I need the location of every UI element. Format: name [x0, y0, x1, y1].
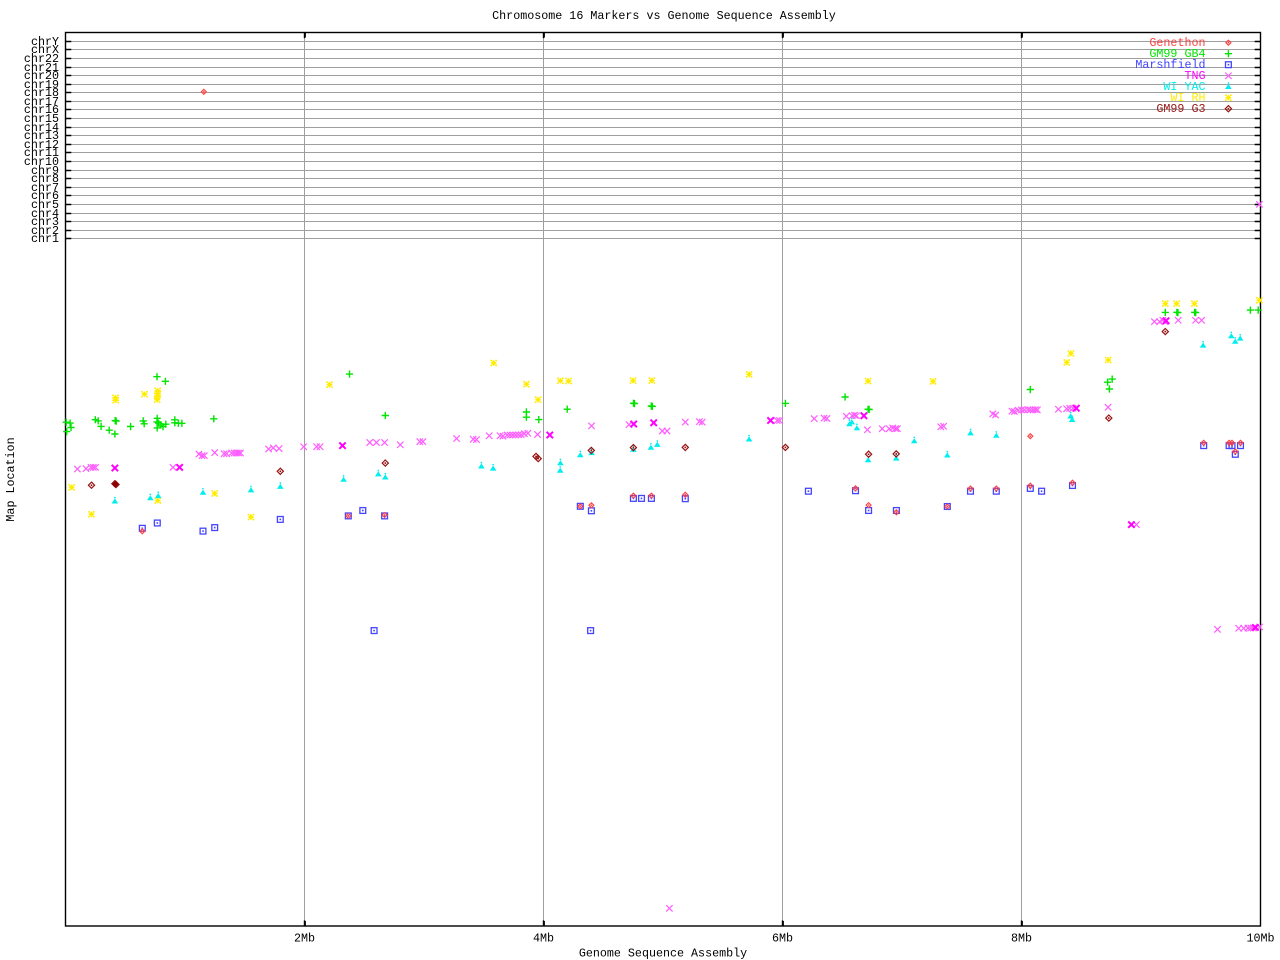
svg-text:chr10: chr10: [24, 155, 59, 169]
svg-text:TNG: TNG: [1184, 69, 1205, 83]
svg-text:chr1: chr1: [31, 232, 59, 246]
svg-text:chr18: chr18: [24, 86, 59, 100]
svg-text:2Mb: 2Mb: [294, 931, 315, 945]
svg-text:chr12: chr12: [24, 138, 59, 152]
svg-text:chr4: chr4: [31, 207, 59, 221]
svg-text:4Mb: 4Mb: [533, 931, 554, 945]
svg-text:WI YAC: WI YAC: [1163, 80, 1205, 94]
svg-text:chr5: chr5: [31, 198, 59, 212]
svg-text:chrY: chrY: [31, 35, 59, 49]
svg-text:GM99 G3: GM99 G3: [1156, 102, 1205, 116]
svg-text:chr11: chr11: [24, 146, 59, 160]
svg-text:Genome Sequence Assembly: Genome Sequence Assembly: [579, 946, 747, 960]
svg-text:chrX: chrX: [31, 43, 59, 57]
svg-text:chr9: chr9: [31, 164, 59, 178]
svg-text:8Mb: 8Mb: [1011, 931, 1032, 945]
svg-text:chr19: chr19: [24, 78, 59, 92]
svg-text:Chromosome 16 Markers vs Genom: Chromosome 16 Markers vs Genome Sequence…: [492, 9, 836, 23]
svg-text:chr3: chr3: [31, 215, 59, 229]
svg-text:chr2: chr2: [31, 224, 59, 238]
svg-text:chr8: chr8: [31, 172, 59, 186]
svg-text:chr21: chr21: [24, 61, 59, 75]
svg-text:6Mb: 6Mb: [772, 931, 793, 945]
svg-text:chr14: chr14: [24, 121, 59, 135]
svg-text:Map Location: Map Location: [4, 437, 18, 521]
svg-text:chr20: chr20: [24, 69, 59, 83]
svg-text:Genethon: Genethon: [1149, 36, 1205, 50]
svg-text:chr6: chr6: [31, 189, 59, 203]
svg-text:chr13: chr13: [24, 129, 59, 143]
svg-text:chr15: chr15: [24, 112, 59, 126]
svg-text:chr7: chr7: [31, 181, 59, 195]
svg-text:WI RH: WI RH: [1170, 91, 1205, 105]
svg-text:GM99 GB4: GM99 GB4: [1149, 47, 1205, 61]
svg-text:chr22: chr22: [24, 52, 59, 66]
svg-text:chr17: chr17: [24, 95, 59, 109]
svg-text:chr16: chr16: [24, 103, 59, 117]
svg-text:Marshfield: Marshfield: [1135, 58, 1205, 72]
svg-text:10Mb: 10Mb: [1246, 931, 1274, 945]
